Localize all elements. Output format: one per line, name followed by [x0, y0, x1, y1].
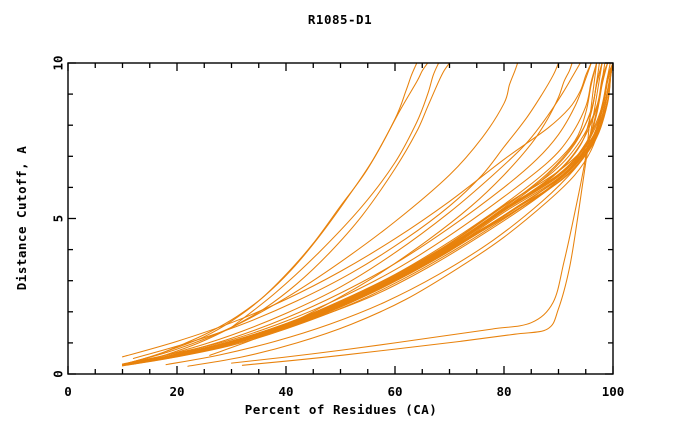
data-curve [209, 63, 573, 356]
x-tick-label: 0 [64, 384, 72, 399]
data-curve [132, 63, 613, 364]
data-curve [121, 63, 592, 358]
data-curve [143, 63, 613, 363]
data-curve [127, 63, 592, 366]
data-series-group [121, 63, 613, 367]
y-tick-label: 0 [51, 370, 66, 378]
data-curve [127, 63, 613, 366]
data-curve [121, 63, 613, 366]
x-tick-label: 100 [602, 384, 625, 399]
data-curve [230, 63, 598, 364]
chart-title: R1085-D1 [307, 12, 373, 27]
data-curve [127, 63, 613, 366]
y-tick-label: 5 [51, 215, 66, 223]
y-axis-title: Distance Cutoff, A [14, 146, 29, 290]
data-curve [121, 63, 519, 366]
x-tick-label: 20 [169, 384, 184, 399]
data-curve [121, 63, 613, 367]
axis-ticks [67, 62, 614, 375]
data-curve [127, 63, 429, 364]
data-curve [121, 63, 581, 366]
data-curve [132, 63, 560, 359]
x-tick-label: 40 [278, 384, 293, 399]
data-curve [121, 63, 613, 366]
x-tick-label: 80 [496, 384, 511, 399]
data-curve [138, 63, 613, 364]
data-curve [121, 63, 418, 366]
data-curve [121, 63, 598, 365]
data-curve [230, 63, 440, 328]
data-curve [127, 63, 609, 365]
axis-frame [67, 62, 614, 375]
y-tick-label: 10 [51, 55, 66, 70]
data-curve [121, 63, 613, 367]
data-curve [241, 63, 603, 366]
data-curve [132, 63, 609, 364]
data-curve [187, 63, 613, 367]
data-curve [121, 63, 613, 366]
data-curve [132, 63, 613, 365]
x-axis-title: Percent of Residues (CA) [245, 402, 438, 417]
axis-tick-labels: 0 20 40 60 80 100 0 5 10 [51, 55, 625, 399]
data-curve [132, 63, 603, 365]
x-tick-label: 60 [387, 384, 402, 399]
data-curve [121, 63, 609, 366]
data-curve [165, 63, 613, 366]
data-curve [132, 63, 451, 365]
